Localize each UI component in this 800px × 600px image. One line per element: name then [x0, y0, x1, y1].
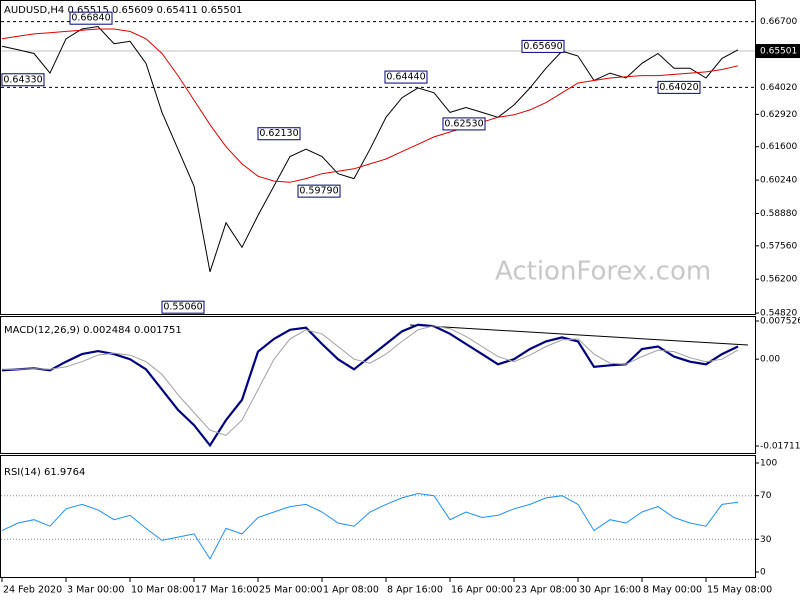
y-tick-label: 0.00: [760, 355, 780, 365]
annotation-label: 0.62530: [444, 118, 483, 129]
annotation-box: [657, 80, 701, 94]
annotation-label: 0.65690: [523, 41, 562, 52]
y-tick-label: 30: [760, 535, 772, 545]
level-label: 0.66700: [760, 17, 797, 27]
y-tick-label: 100: [760, 459, 777, 469]
annotation-box: [297, 184, 341, 198]
last-price-box: [756, 44, 800, 59]
annotation-box: [1, 73, 45, 87]
y-tick-label: 0.61600: [760, 142, 797, 152]
annotation-label: 0.62130: [259, 128, 298, 139]
annotation-box: [69, 11, 113, 25]
annotation-label: 0.64440: [386, 72, 425, 83]
x-tick-label: 3 Mar 00:00: [67, 585, 124, 596]
rsi-panel: [0, 455, 756, 578]
trend-line: [409, 324, 749, 346]
x-tick-label: 8 Apr 16:00: [387, 585, 443, 596]
annotation-label: 0.64020: [659, 82, 698, 93]
panel-title: MACD(12,26,9) 0.002484 0.001751: [4, 325, 182, 336]
x-tick-label: 16 Apr 00:00: [451, 585, 513, 596]
panel-title: RSI(14) 61.9764: [4, 467, 85, 478]
annotation-box: [257, 127, 301, 141]
series-line: [2, 325, 739, 436]
y-tick-label: 70: [760, 491, 772, 501]
annotation-box: [161, 300, 205, 314]
price-panel: [0, 0, 756, 315]
x-tick-label: 30 Apr 16:00: [579, 585, 641, 596]
x-tick-label: 15 May 08:00: [707, 585, 772, 596]
y-tick-label: 0.007526: [760, 317, 800, 327]
annotation-label: 0.64330: [3, 74, 42, 85]
level-label: 0.64020: [760, 83, 797, 93]
x-tick-label: 17 Mar 16:00: [195, 585, 258, 596]
x-tick-label: 24 Feb 2020: [3, 585, 62, 596]
y-tick-label: -0.017112: [760, 442, 800, 452]
annotation-box: [442, 117, 486, 131]
series-line: [1, 492, 739, 560]
y-tick-label: 0.56200: [760, 275, 797, 285]
x-tick-label: 8 May 00:00: [643, 585, 702, 596]
y-tick-label: 0.60240: [760, 176, 797, 186]
last-price-label: 0.65501: [760, 47, 797, 57]
annotation-box: [521, 39, 565, 53]
y-tick-label: 0.62920: [760, 110, 797, 120]
x-tick-label: 25 Mar 00:00: [259, 585, 322, 596]
y-tick-label: 0: [760, 568, 766, 578]
x-tick-label: 1 Apr 08:00: [323, 585, 379, 596]
x-tick-label: 23 Apr 08:00: [515, 585, 577, 596]
series-line: [1, 28, 739, 183]
annotation-box: [384, 70, 428, 84]
macd-panel: [0, 316, 756, 454]
panel-title: AUDUSD,H4 0.65515 0.65609 0.65411 0.6550…: [4, 5, 242, 16]
y-tick-label: 0.57560: [760, 241, 797, 251]
annotation-label: 0.59790: [299, 186, 338, 197]
y-tick-label: 0.58880: [760, 209, 797, 219]
watermark: ActionForex.com: [495, 257, 711, 287]
series-line: [1, 25, 739, 272]
y-tick-label: 0.54820: [760, 309, 797, 319]
x-tick-label: 10 Mar 08:00: [131, 585, 194, 596]
series-line: [1, 323, 739, 448]
annotation-label: 0.66840: [71, 13, 110, 24]
annotation-label: 0.55060: [163, 302, 202, 313]
